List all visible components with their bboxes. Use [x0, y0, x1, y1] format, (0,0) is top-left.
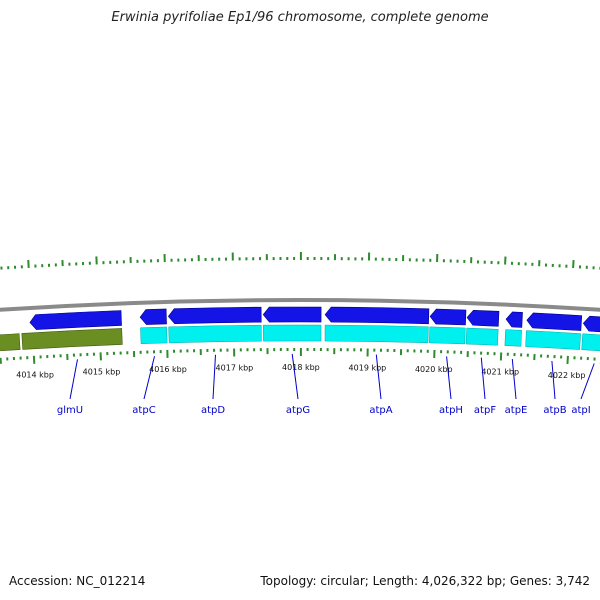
gene-arrow-atpF	[466, 309, 500, 327]
gene-arrow-atpG	[262, 306, 322, 323]
gene-arrow-atpE	[505, 311, 523, 328]
feature-track	[140, 324, 600, 352]
gene-leader-line	[551, 360, 556, 400]
gene-leader-line	[69, 359, 78, 400]
gene-arrow-atpD	[167, 306, 262, 325]
bottom-tick-track	[0, 348, 600, 364]
gene-arrow-atpC	[139, 308, 167, 325]
feature-bar-atpD	[168, 324, 262, 344]
kbp-scale: 4014 kbp 4015 kbp 4016 kbp 4017 kbp 4018 kbp…	[16, 363, 585, 380]
gene-label-atpA: atpA	[369, 405, 392, 416]
gene-label-atpD: atpD	[201, 405, 225, 416]
gene-leader-line	[375, 354, 382, 400]
gene-arrow-atpH	[429, 308, 467, 326]
kbp-tick-label: 4018 kbp	[282, 363, 320, 372]
feature-bar-atpB	[525, 330, 581, 350]
kbp-tick-label: 4022 kbp	[548, 371, 586, 380]
feature-bar-atpI	[581, 333, 600, 352]
feature-bar-atpG	[263, 324, 322, 342]
gene-label-atpE: atpE	[505, 405, 528, 416]
kbp-tick-label: 4017 kbp	[216, 364, 254, 373]
kbp-tick-label: 4021 kbp	[481, 367, 519, 376]
gene-label-atpI: atpI	[571, 405, 590, 416]
feature-bar-atpH	[429, 326, 466, 345]
top-tick-track	[0, 252, 600, 270]
gene-leader-line	[580, 363, 595, 400]
gene-arrow-atpI	[582, 315, 600, 333]
gene-leader-line	[212, 354, 216, 400]
kbp-tick-label: 4016 kbp	[149, 365, 187, 374]
genome-backbone	[0, 298, 600, 312]
kbp-tick-label: 4020 kbp	[415, 365, 453, 374]
gene-leader-line	[446, 356, 452, 400]
gene-arrow-glmU	[29, 310, 122, 330]
gene-leader-line	[511, 358, 517, 400]
kbp-tick-label: 4015 kbp	[83, 367, 121, 376]
kbp-tick-label: 4014 kbp	[16, 371, 54, 380]
reverse-strand-track	[0, 328, 123, 352]
gene-leader-line	[480, 357, 486, 400]
gene-label-atpB: atpB	[543, 405, 566, 416]
kbp-tick-label: 4019 kbp	[349, 364, 387, 373]
reverse-gene-bar	[0, 333, 21, 352]
reverse-gene-bar	[21, 328, 123, 350]
accession-label: Accession: NC_012214	[9, 574, 146, 588]
gene-label-atpF: atpF	[474, 405, 496, 416]
map-title: Erwinia pyrifoliae Ep1/96 chromosome, co…	[111, 10, 489, 25]
feature-bar-atpC	[140, 326, 168, 345]
summary-label: Topology: circular; Length: 4,026,322 bp…	[260, 574, 590, 588]
forward-strand-track	[29, 306, 600, 333]
gene-label-atpG: atpG	[286, 405, 310, 416]
gene-leader-line	[143, 356, 155, 400]
gene-leader-line	[291, 353, 299, 400]
feature-bar-atpA	[324, 324, 429, 344]
feature-bar-atpE	[504, 329, 522, 347]
feature-bar-atpF	[465, 327, 499, 346]
gene-arrow-atpA	[324, 306, 430, 325]
gene-labels: glmU atpC atpD atpG atpA atpH atpF atpE atpB atpI	[57, 353, 595, 416]
gene-label-glmU: glmU	[57, 405, 83, 416]
gene-label-atpC: atpC	[132, 405, 155, 416]
gene-label-atpH: atpH	[439, 405, 463, 416]
gene-arrow-atpB	[526, 312, 583, 331]
